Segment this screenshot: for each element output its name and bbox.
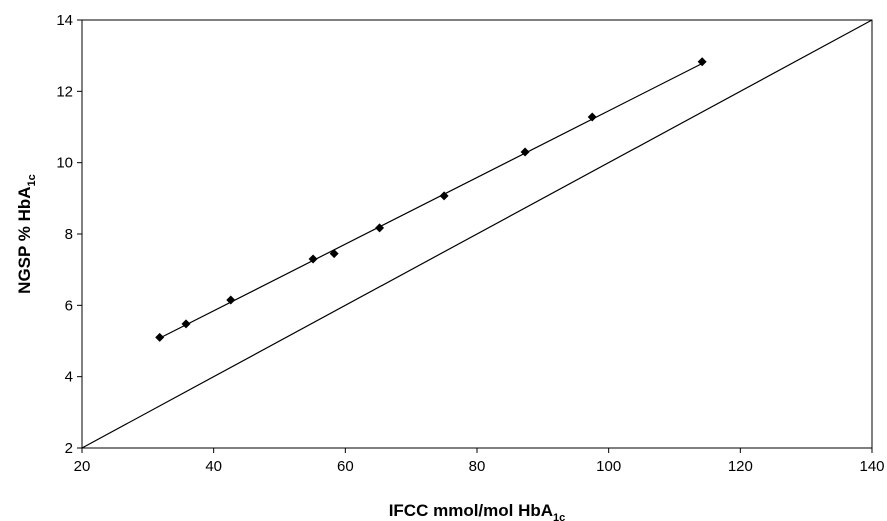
- regression-line: [159, 62, 703, 339]
- x-tick-label: 40: [205, 458, 222, 475]
- x-tick-label: 80: [469, 458, 486, 475]
- data-point-diamond: [308, 254, 318, 264]
- y-tick-label: 8: [65, 226, 73, 243]
- y-axis-ticks: 2 4 6 8 10 12 14: [56, 12, 82, 457]
- data-point-diamond: [520, 147, 530, 157]
- y-tick-label: 10: [56, 155, 73, 172]
- y-axis-title: NGSP % HbA1c: [15, 174, 38, 294]
- x-tick-label: 20: [74, 458, 91, 475]
- x-tick-label: 60: [337, 458, 354, 475]
- data-points: [155, 57, 707, 342]
- y-tick-label: 2: [65, 440, 73, 457]
- y-tick-label: 12: [56, 83, 73, 100]
- x-axis-ticks: 20 40 60 80 100 120 140: [74, 448, 885, 475]
- x-axis-title: IFCC mmol/mol HbA1c: [389, 501, 566, 521]
- data-point-diamond: [375, 223, 385, 233]
- data-point-diamond: [587, 112, 597, 122]
- data-point-diamond: [697, 57, 707, 67]
- x-tick-label: 140: [859, 458, 884, 475]
- x-tick-label: 120: [728, 458, 753, 475]
- x-tick-label: 100: [596, 458, 621, 475]
- data-point-diamond: [155, 332, 165, 342]
- data-point-diamond: [226, 295, 236, 305]
- y-tick-label: 6: [65, 297, 73, 314]
- data-point-diamond: [439, 191, 449, 201]
- data-point-diamond: [329, 249, 339, 259]
- y-tick-label: 4: [65, 369, 73, 386]
- y-tick-label: 14: [56, 12, 73, 29]
- data-point-diamond: [181, 319, 191, 329]
- chart-lines: [81, 19, 873, 449]
- identity-line: [81, 19, 873, 449]
